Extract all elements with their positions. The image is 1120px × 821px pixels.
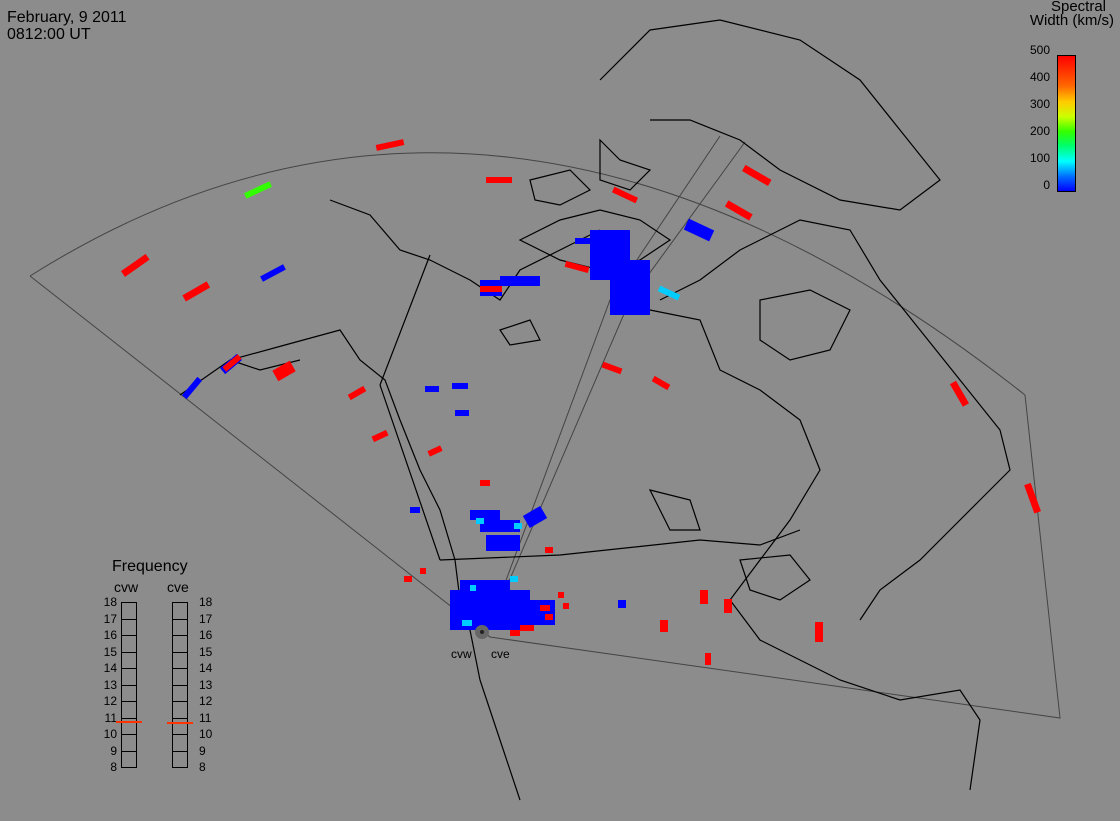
frequency-scale-label: 12 [199,694,213,708]
colorbar-tick: 400 [1029,70,1050,84]
frequency-scale-label: 15 [199,644,213,659]
frequency-cell [172,684,188,702]
legend-title-line1: Spectral [1050,0,1106,15]
radar-label-cve: cve [167,579,189,595]
radar-label-cvw: cvw [114,579,139,595]
frequency-scale-label: 18 [199,595,213,609]
frequency-scale-label: 12 [103,694,117,708]
frequency-cell [121,651,137,669]
frequency-cell [121,701,137,719]
colorbar-tick: 100 [1029,151,1050,165]
frequency-scale-label: 15 [103,644,117,659]
frequency-cell [172,750,188,768]
frequency-cell [121,668,137,686]
frequency-scale-label: 16 [199,628,213,642]
coastlines [179,19,1011,801]
date-label: February, 9 2011 [7,9,127,26]
frequency-scale-label: 9 [199,743,206,758]
frequency-cell [172,651,188,669]
frequency-scale-label: 9 [110,743,117,758]
station-label-east: cve [491,647,510,661]
frequency-title: Frequency [112,558,188,575]
frequency-cell [121,750,137,768]
frequency-scale-label: 14 [103,661,117,675]
frequency-cell [121,684,137,702]
frequency-cell [172,668,188,686]
time-label: 0812:00 UT [7,26,91,43]
frequency-scale-label: 17 [103,611,117,626]
frequency-cell [172,734,188,752]
frequency-scale-label: 18 [103,595,117,609]
colorbar-tick: 0 [1043,178,1050,192]
frequency-cell [172,717,188,735]
frequency-marker-cvw [116,720,142,723]
frequency-scale-label: 11 [104,710,117,725]
frequency-scale-label: 11 [199,710,212,725]
frequency-cell [172,701,188,719]
frequency-scale-label: 13 [199,677,213,692]
frequency-cell [121,635,137,653]
colorbar [1057,55,1076,192]
frequency-cell [121,602,137,620]
colorbar-tick: 300 [1029,97,1050,111]
frequency-scale-label: 10 [199,727,213,741]
frequency-cell [172,602,188,620]
frequency-scale-label: 8 [199,760,206,774]
frequency-cell [121,734,137,752]
station-label-west: cvw [451,647,472,661]
frequency-scale-label: 13 [103,677,117,692]
frequency-scale-label: 14 [199,661,213,675]
frequency-marker-cve [167,722,193,725]
frequency-cell [172,635,188,653]
frequency-scale-label: 16 [103,628,117,642]
frequency-scale-label: 10 [103,727,117,741]
legend-title-line2: Width (km/s) [1029,12,1114,29]
frequency-scale-label: 17 [199,611,213,626]
frequency-cell [172,618,188,636]
frequency-scale-label: 8 [110,760,117,774]
colorbar-tick: 200 [1029,124,1050,138]
frequency-cell [121,618,137,636]
colorbar-tick: 500 [1029,43,1050,57]
radar-cells [120,139,1041,665]
